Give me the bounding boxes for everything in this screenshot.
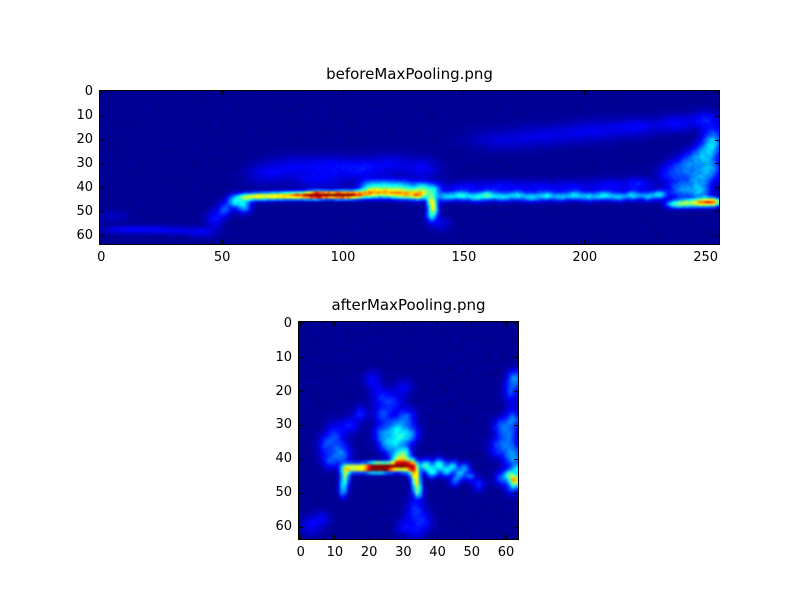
y-tick-label: 20 xyxy=(76,132,93,147)
y-tick-mark xyxy=(100,211,104,213)
plot-title-before: beforeMaxPooling.png xyxy=(326,65,493,83)
after-heatmap-image xyxy=(298,321,519,540)
y-tick-mark xyxy=(299,526,303,528)
x-tick-mark xyxy=(471,322,473,326)
x-tick-mark xyxy=(463,91,465,95)
y-tick-mark xyxy=(100,163,104,165)
x-tick-mark xyxy=(342,240,344,244)
y-tick-mark xyxy=(715,91,719,93)
y-tick-mark xyxy=(514,458,518,460)
y-tick-mark xyxy=(100,187,104,189)
x-tick-mark xyxy=(368,322,370,326)
x-tick-mark xyxy=(705,240,707,244)
y-tick-mark xyxy=(514,424,518,426)
x-tick-mark xyxy=(402,535,404,539)
y-tick-mark xyxy=(100,115,104,117)
x-tick-label: 50 xyxy=(213,250,231,265)
x-tick-mark xyxy=(221,240,223,244)
x-tick-mark xyxy=(471,535,473,539)
y-tick-mark xyxy=(100,139,104,141)
y-tick-label: 50 xyxy=(275,485,292,501)
x-tick-mark xyxy=(300,535,302,539)
x-tick-label: 30 xyxy=(395,545,412,560)
x-tick-mark xyxy=(584,91,586,95)
y-tick-mark xyxy=(715,139,719,141)
y-tick-mark xyxy=(299,424,303,426)
x-tick-mark xyxy=(334,535,336,539)
y-tick-mark xyxy=(514,357,518,359)
x-tick-mark xyxy=(342,91,344,95)
x-tick-mark xyxy=(100,240,102,244)
x-tick-mark xyxy=(584,240,586,244)
x-tick-label: 250 xyxy=(693,250,719,265)
x-tick-mark xyxy=(505,535,507,539)
y-tick-mark xyxy=(100,91,104,93)
y-tick-mark xyxy=(715,163,719,165)
x-tick-mark xyxy=(437,322,439,326)
x-tick-mark xyxy=(463,240,465,244)
y-tick-mark xyxy=(514,391,518,392)
y-tick-mark xyxy=(299,391,303,392)
x-tick-mark xyxy=(334,322,336,326)
before-heatmap-canvas xyxy=(100,91,719,244)
x-tick-label: 40 xyxy=(429,545,446,560)
after-maxpooling-plot: afterMaxPooling.png 0 10 20 30 40 50 60 0 10 20 30… xyxy=(275,296,519,560)
y-tick-mark xyxy=(715,115,719,117)
x-tick-mark xyxy=(437,535,439,539)
y-tick-mark xyxy=(299,458,303,460)
y-tick-label: 60 xyxy=(76,227,93,243)
y-tick-label: 50 xyxy=(76,203,93,219)
y-tick-label: 30 xyxy=(76,155,93,171)
x-tick-mark xyxy=(505,322,507,326)
x-tick-label: 0 xyxy=(97,250,106,265)
y-tick-mark xyxy=(715,211,719,213)
y-tick-label: 60 xyxy=(275,519,292,535)
x-tick-label: 200 xyxy=(572,250,598,265)
y-tick-mark xyxy=(299,492,303,494)
y-tick-mark xyxy=(299,323,303,325)
y-tick-mark xyxy=(715,235,719,237)
after-heatmap-canvas xyxy=(299,322,518,539)
x-tick-label: 60 xyxy=(497,545,515,560)
y-tick-label: 0 xyxy=(283,315,292,331)
x-tick-label: 20 xyxy=(360,545,378,560)
before-heatmap-image xyxy=(99,90,720,245)
x-tick-mark xyxy=(100,91,102,95)
y-tick-label: 40 xyxy=(275,451,292,467)
x-tick-mark xyxy=(402,322,404,326)
y-tick-label: 20 xyxy=(275,383,292,399)
y-tick-label: 40 xyxy=(76,179,93,195)
y-tick-label: 10 xyxy=(275,349,292,365)
x-tick-label: 50 xyxy=(463,545,481,560)
y-tick-label: 30 xyxy=(275,417,292,433)
x-tick-mark xyxy=(705,91,707,95)
y-tick-mark xyxy=(514,323,518,325)
x-tick-mark xyxy=(368,535,370,539)
y-tick-label: 0 xyxy=(84,84,93,100)
y-tick-mark xyxy=(514,492,518,494)
x-tick-mark xyxy=(221,91,223,95)
x-tick-label: 10 xyxy=(326,545,344,560)
y-tick-label: 10 xyxy=(76,108,93,124)
y-tick-mark xyxy=(715,187,719,189)
x-tick-label: 0 xyxy=(296,545,305,560)
before-maxpooling-plot: beforeMaxPooling.png 0 50 100 150 200 250 0 10 2… xyxy=(76,65,720,265)
x-tick-label: 150 xyxy=(451,250,477,265)
y-tick-mark xyxy=(514,526,518,528)
y-tick-mark xyxy=(100,235,104,237)
x-tick-label: 100 xyxy=(330,250,356,265)
plot-title-after: afterMaxPooling.png xyxy=(331,296,486,314)
y-tick-mark xyxy=(299,357,303,359)
